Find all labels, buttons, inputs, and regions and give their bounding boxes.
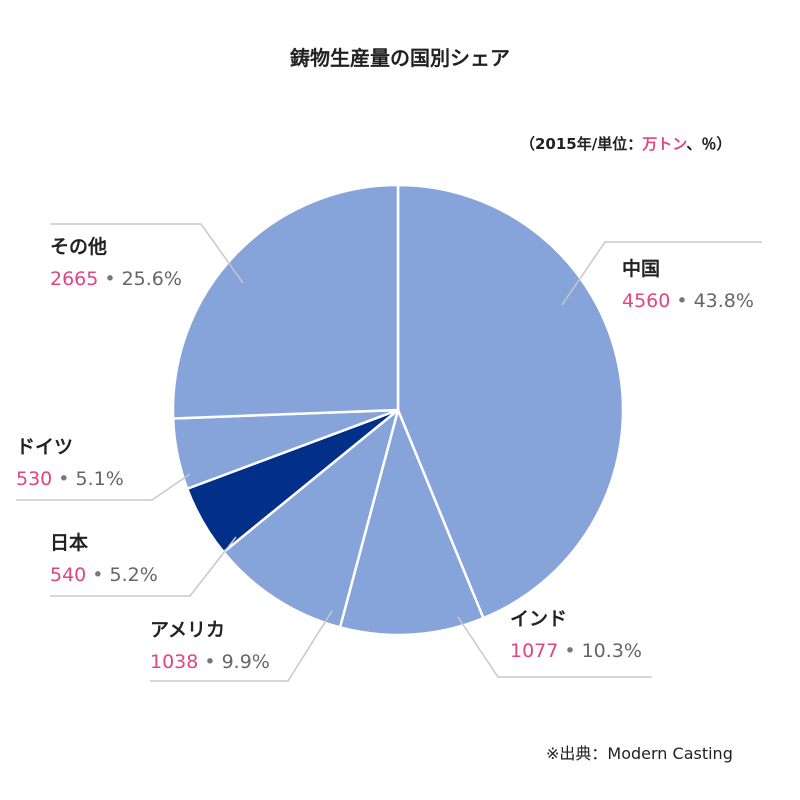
slice-label-percent: 9.9% xyxy=(221,651,270,673)
label-other: その他 2665 • 25.6% xyxy=(50,236,182,290)
slice-label-value: 1077 xyxy=(510,640,559,662)
slice-label-name: ドイツ xyxy=(16,436,74,458)
unit-note-prefix: （2015年/単位： xyxy=(520,135,643,153)
slice-label-value: 530 xyxy=(16,468,53,490)
slice-label-value: 540 xyxy=(50,564,87,586)
slice-label-value: 1038 xyxy=(150,651,199,673)
unit-note-suffix: 、％） xyxy=(686,135,732,153)
label-usa: アメリカ 1038 • 9.9% xyxy=(150,619,270,673)
label-china: 中国 4560 • 43.8% xyxy=(622,258,754,312)
label-india: インド 1077 • 10.3% xyxy=(510,608,642,662)
chart-title: 鋳物生産量の国別シェア xyxy=(290,46,510,70)
leader-line-usa xyxy=(150,610,333,682)
leader-line-china xyxy=(561,241,762,306)
pie-slices xyxy=(171,183,625,637)
leader-line-germany xyxy=(16,473,191,501)
slice-label-value: 2665 xyxy=(50,268,99,290)
unit-note: （2015年/単位：万トン、％） xyxy=(520,133,731,154)
slice-label-percent: 25.6% xyxy=(121,268,182,290)
slice-china xyxy=(396,183,625,620)
unit-note-highlight: 万トン xyxy=(642,135,687,153)
slice-label-name: 日本 xyxy=(50,532,89,554)
label-japan: 日本 540 • 5.2% xyxy=(50,532,158,586)
source-note: ※出典：Modern Casting xyxy=(546,744,733,763)
slice-label-name: アメリカ xyxy=(150,619,226,641)
slice-label-name: その他 xyxy=(50,236,108,258)
leader-lines xyxy=(16,223,762,682)
leader-line-japan xyxy=(50,536,237,597)
slice-label-percent: 43.8% xyxy=(693,290,754,312)
slice-label-percent: 5.1% xyxy=(75,468,124,490)
slice-label-percent: 5.2% xyxy=(109,564,158,586)
slice-usa xyxy=(222,408,400,629)
slice-label-value: 4560 xyxy=(622,290,671,312)
label-germany: ドイツ 530 • 5.1% xyxy=(16,436,124,490)
slice-label-name: インド xyxy=(510,608,568,630)
slice-other xyxy=(171,183,400,420)
slice-label-name: 中国 xyxy=(622,258,661,280)
leader-line-other xyxy=(50,223,244,284)
slice-label-percent: 10.3% xyxy=(581,640,642,662)
leader-line-india xyxy=(457,616,652,678)
slice-india xyxy=(338,408,485,637)
